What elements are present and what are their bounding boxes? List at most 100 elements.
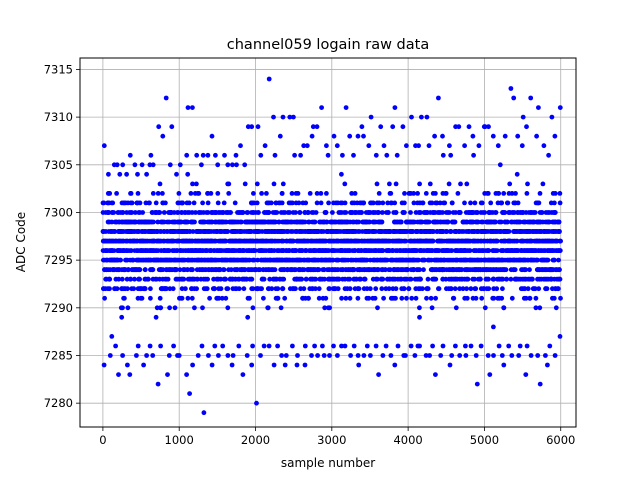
data-point — [513, 248, 519, 254]
data-point — [293, 248, 299, 254]
data-point — [283, 353, 289, 358]
data-point — [106, 267, 111, 273]
data-point — [288, 200, 294, 206]
data-point — [457, 353, 463, 358]
data-point — [372, 229, 377, 234]
data-point — [188, 191, 194, 196]
data-point — [456, 210, 462, 215]
data-point — [318, 229, 324, 234]
data-point — [532, 248, 538, 254]
x-tick-label: 1000 — [165, 433, 194, 447]
data-point — [223, 219, 229, 225]
data-point — [400, 124, 406, 130]
data-point — [557, 191, 563, 196]
x-tick-label: 3000 — [317, 433, 346, 447]
data-point — [230, 162, 235, 168]
data-point — [141, 362, 147, 368]
data-point — [510, 210, 515, 215]
data-point — [494, 238, 500, 244]
data-point — [272, 238, 278, 244]
data-point — [406, 248, 412, 254]
data-point — [399, 295, 405, 301]
data-point — [464, 267, 469, 273]
data-point — [495, 295, 501, 301]
data-point — [131, 229, 137, 234]
data-point — [279, 248, 285, 254]
data-point — [416, 143, 421, 149]
data-point — [438, 353, 444, 358]
data-point — [223, 295, 229, 301]
data-point — [374, 181, 380, 187]
data-point — [493, 267, 499, 273]
data-point — [449, 257, 455, 263]
data-point — [305, 210, 311, 215]
data-point — [468, 343, 474, 349]
data-point — [132, 238, 137, 244]
data-point — [200, 305, 205, 311]
data-point — [272, 267, 278, 273]
data-point — [554, 267, 560, 273]
data-point — [232, 200, 238, 206]
data-point — [379, 286, 385, 292]
data-point — [212, 210, 218, 215]
data-point — [309, 133, 315, 139]
data-point — [170, 286, 176, 292]
data-point — [225, 353, 231, 358]
data-point — [295, 191, 301, 196]
data-point — [264, 191, 269, 196]
data-point — [241, 229, 247, 234]
data-point — [347, 295, 353, 301]
data-point — [536, 200, 542, 206]
data-point — [331, 133, 337, 139]
data-point — [282, 362, 288, 368]
data-point — [113, 343, 118, 349]
data-point — [339, 295, 344, 301]
data-point — [101, 200, 107, 206]
data-point — [249, 362, 255, 368]
data-point — [108, 229, 114, 234]
plot-frame — [79, 57, 577, 428]
data-point — [415, 267, 421, 273]
data-point — [437, 200, 443, 206]
data-point — [442, 200, 448, 206]
data-point — [427, 353, 432, 358]
data-point — [388, 353, 394, 358]
data-point — [323, 210, 328, 215]
data-point — [262, 143, 268, 149]
data-point — [479, 248, 485, 254]
data-point — [142, 267, 148, 273]
data-point — [475, 248, 481, 254]
data-point — [111, 210, 117, 215]
data-point — [147, 343, 153, 349]
data-point — [424, 295, 429, 301]
data-point — [417, 305, 422, 311]
data-point — [552, 133, 558, 139]
data-point — [330, 210, 335, 215]
data-point — [483, 229, 488, 234]
data-point — [180, 257, 186, 263]
data-point — [449, 248, 454, 254]
data-point — [545, 210, 551, 215]
data-point — [177, 267, 183, 273]
data-point — [428, 295, 434, 301]
data-point — [557, 229, 562, 234]
data-point — [314, 124, 320, 130]
data-point — [314, 200, 320, 206]
data-point — [250, 305, 256, 311]
data-point — [174, 248, 179, 254]
data-point — [525, 181, 530, 187]
data-point — [491, 353, 496, 358]
data-point — [552, 210, 558, 215]
data-point — [242, 181, 248, 187]
data-point — [375, 210, 381, 215]
data-point — [128, 248, 134, 254]
data-point — [273, 276, 279, 282]
data-point — [146, 200, 152, 206]
data-point — [120, 162, 126, 168]
data-point — [241, 248, 247, 254]
data-point — [340, 152, 345, 158]
data-point — [325, 152, 331, 158]
data-point — [322, 276, 327, 282]
data-point — [234, 286, 239, 292]
data-point — [287, 114, 293, 120]
